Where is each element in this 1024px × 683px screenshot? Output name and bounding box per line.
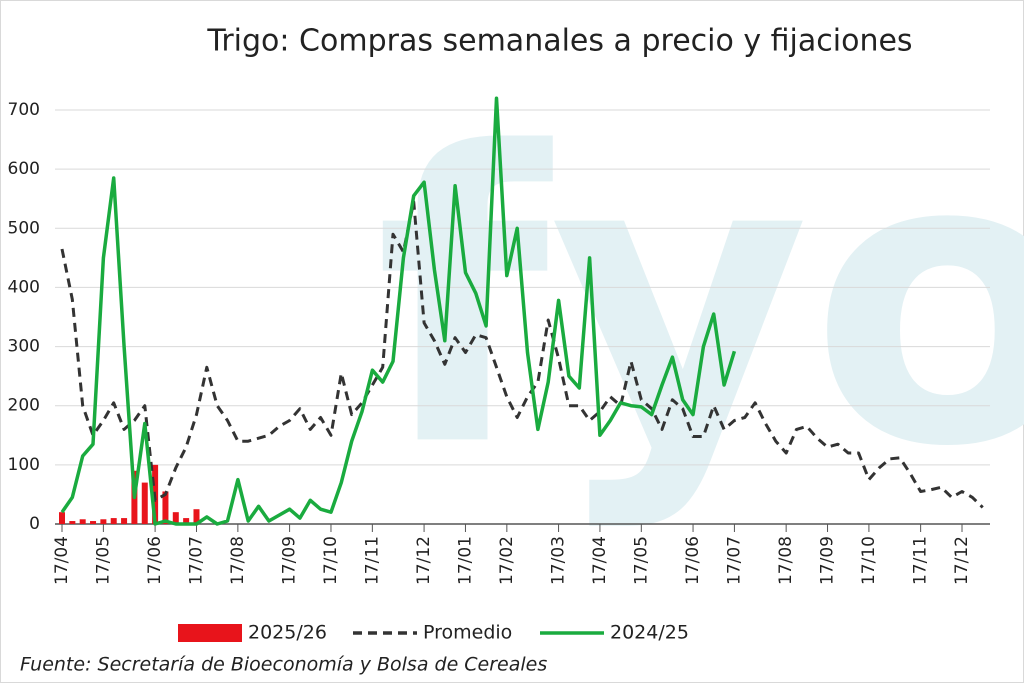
legend-label: 2024/25 <box>610 622 689 644</box>
y-tick-label: 200 <box>8 396 40 416</box>
x-tick-label: 17/11 <box>911 536 931 585</box>
bar <box>69 521 76 524</box>
x-tick-label: 17/06 <box>145 536 165 585</box>
x-tick-label: 17/09 <box>818 536 838 585</box>
bar <box>183 518 190 524</box>
x-tick-label: 17/12 <box>952 536 972 585</box>
x-tick-label: 17/10 <box>859 536 879 585</box>
chart-title: Trigo: Compras semanales a precio y fija… <box>206 24 912 59</box>
x-tick-label: 17/07 <box>186 536 206 585</box>
y-tick-label: 500 <box>8 218 40 238</box>
bar <box>121 518 128 524</box>
x-tick-label: 17/12 <box>414 536 434 585</box>
x-tick-label: 17/03 <box>549 536 569 585</box>
bar <box>59 512 65 524</box>
source: Fuente: Secretaría de Bioeconomía y Bols… <box>20 654 547 676</box>
bar <box>141 482 148 524</box>
bar <box>193 509 200 524</box>
x-tick-label: 17/02 <box>497 536 517 585</box>
x-tick-label: 17/10 <box>321 536 341 585</box>
legend-swatch <box>178 624 242 642</box>
x-tick-label: 17/08 <box>776 536 796 585</box>
y-tick-label: 300 <box>8 337 40 357</box>
bar <box>100 519 107 524</box>
legend-label: 2025/26 <box>248 622 327 644</box>
y-tick-label: 0 <box>29 514 40 534</box>
x-tick-label: 17/05 <box>631 536 651 585</box>
x-tick-label: 17/08 <box>228 536 248 585</box>
x-tick-label: 17/04 <box>590 536 610 585</box>
x-tick-label: 17/07 <box>724 536 744 585</box>
bar <box>79 519 86 524</box>
x-tick-label: 17/06 <box>683 536 703 585</box>
watermark: fyo <box>375 69 1024 534</box>
bar <box>172 512 179 524</box>
x-tick-label: 17/01 <box>455 536 475 585</box>
line <box>60 96 737 526</box>
x-tick-label: 17/11 <box>362 536 382 585</box>
bar <box>162 491 169 524</box>
x-tick-label: 17/04 <box>52 536 72 585</box>
y-tick-label: 700 <box>8 100 40 120</box>
bar <box>110 518 117 524</box>
y-tick-label: 100 <box>8 455 40 475</box>
y-tick-label: 600 <box>8 159 40 179</box>
y-tick-label: 400 <box>8 277 40 297</box>
x-tick-label: 17/09 <box>280 536 300 585</box>
bar <box>90 521 97 524</box>
line <box>60 200 984 509</box>
legend-label: Promedio <box>423 622 512 644</box>
x-tick-label: 17/05 <box>93 536 113 585</box>
